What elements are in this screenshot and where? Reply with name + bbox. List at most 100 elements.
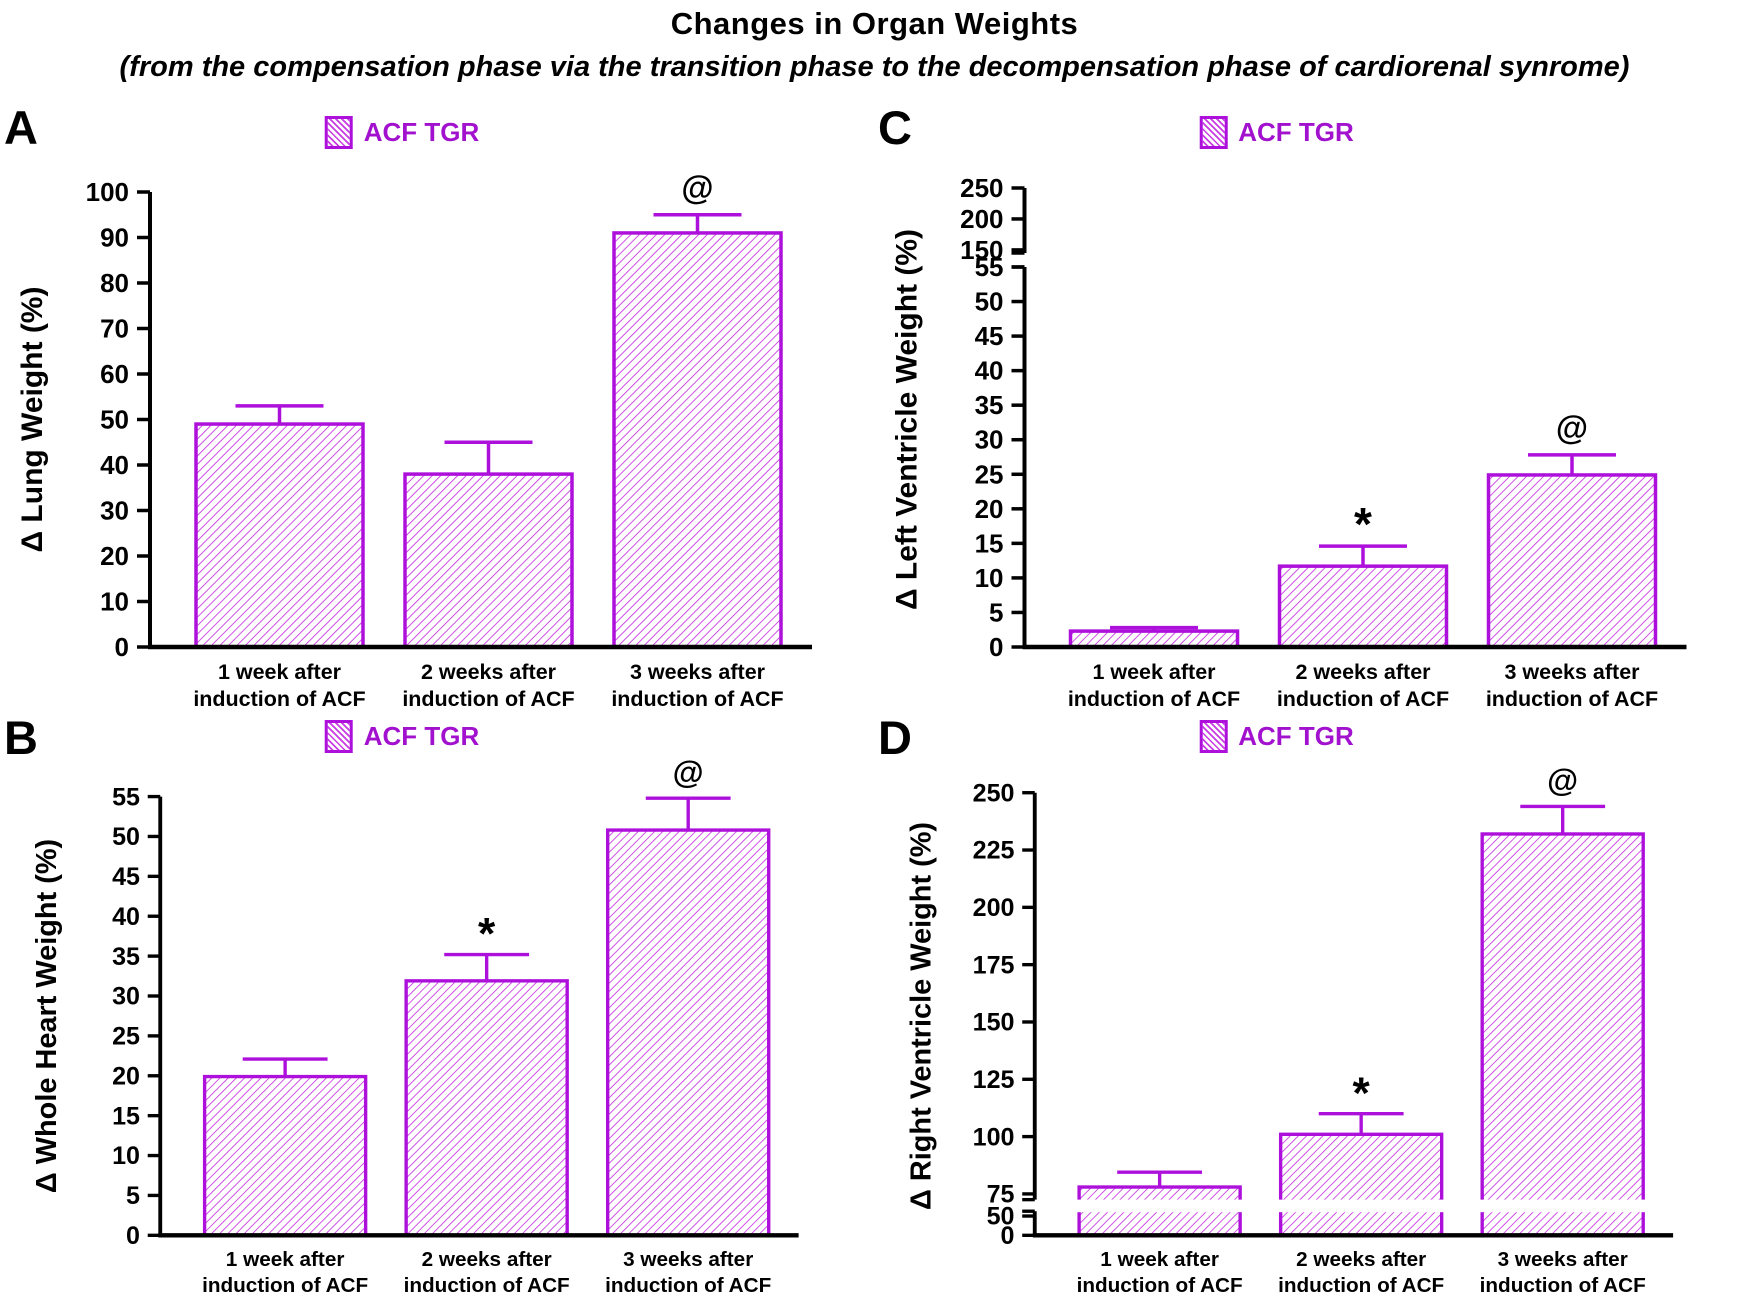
y-tick-label: 90 [100, 223, 129, 253]
bar [404, 979, 569, 1238]
category-label: induction of ACF [404, 1274, 570, 1297]
y-tick-label: 60 [100, 359, 129, 389]
axis-break-band [1031, 1199, 1674, 1213]
panel-letter-a: A [4, 101, 38, 154]
y-tick-label: 150 [973, 1009, 1015, 1037]
significance-marker: * [1354, 498, 1372, 550]
y-tick-label: 25 [112, 1023, 140, 1051]
legend-c: ACF TGR [1199, 116, 1354, 149]
y-tick-label: 50 [100, 405, 129, 435]
panel-b-header: B ACF TGR [0, 714, 874, 761]
y-tick-label: 175 [973, 951, 1015, 979]
y-tick-label: 150 [960, 235, 1003, 265]
y-tick-label: 225 [973, 837, 1015, 865]
y-tick-label: 30 [100, 496, 129, 526]
bar [612, 231, 783, 649]
y-axis-title: Δ Left Ventricle Weight (%) [891, 229, 924, 610]
y-tick-label: 10 [100, 587, 129, 617]
y-tick-label: 250 [973, 779, 1015, 807]
y-tick-label: 5 [989, 597, 1003, 627]
panel-c: C ACF TGR 0 5 10 15 20 25 30 35 40 45 50 55 150 200 25… [874, 96, 1749, 714]
panel-a: A ACF TGR 0 10 20 30 40 50 60 70 80 90 100 @1 week … [0, 96, 874, 714]
category-label: 1 week after [218, 660, 342, 684]
y-axis-title: Δ Lung Weight (%) [16, 287, 49, 553]
legend-label: ACF TGR [1238, 721, 1354, 751]
category-label: induction of ACF [402, 687, 574, 711]
y-tick-label: 15 [975, 528, 1004, 558]
hatch-swatch-icon [1199, 116, 1228, 149]
y-tick-label: 40 [975, 356, 1004, 386]
bar [1068, 629, 1240, 649]
category-label: 3 weeks after [623, 1248, 753, 1271]
y-tick-label: 45 [112, 863, 140, 891]
figure-title: Changes in Organ Weights [670, 6, 1079, 41]
panel-letter-d: D [878, 711, 912, 764]
category-label: 2 weeks after [421, 660, 557, 684]
bar [1480, 832, 1645, 1238]
y-tick-label: 15 [112, 1102, 140, 1130]
panel-d: D ACF TGR 0 50 75 100 125 150 175 200 225 250 * @1 … [874, 714, 1749, 1300]
figure-subtitle: (from the compensation phase via the tra… [119, 51, 1630, 83]
category-label: induction of ACF [1480, 1274, 1646, 1297]
category-label: 1 week after [1100, 1248, 1219, 1271]
category-label: 2 weeks after [1295, 660, 1431, 684]
significance-marker: @ [681, 169, 713, 206]
chart-lung-weight: 0 10 20 30 40 50 60 70 80 90 100 @1 week after induc… [16, 169, 812, 711]
y-tick-label: 30 [112, 983, 140, 1011]
category-label: 1 week after [226, 1248, 345, 1271]
y-axis-title: Δ Right Ventricle Weight (%) [906, 822, 938, 1210]
panel-letter-c: C [878, 101, 912, 154]
y-tick-label: 125 [973, 1066, 1015, 1094]
panel-a-header: A ACF TGR [0, 96, 874, 152]
category-label: 3 weeks after [630, 660, 766, 684]
y-tick-label: 20 [112, 1062, 140, 1090]
legend-label: ACF TGR [1238, 117, 1354, 147]
category-label: induction of ACF [1068, 687, 1240, 711]
significance-marker: * [478, 910, 496, 959]
bar [1278, 1132, 1444, 1238]
y-tick-label: 25 [975, 459, 1004, 489]
hatch-swatch-icon [324, 720, 353, 753]
category-label: induction of ACF [1077, 1274, 1243, 1297]
bar [1486, 473, 1658, 649]
y-tick-label: 45 [975, 321, 1004, 351]
category-label: induction of ACF [1486, 687, 1658, 711]
y-tick-label: 35 [975, 390, 1004, 420]
panel-c-header: C ACF TGR [874, 96, 1749, 152]
significance-marker: @ [1556, 409, 1588, 446]
y-tick-label: 70 [100, 314, 129, 344]
category-label: induction of ACF [1278, 1274, 1444, 1297]
category-label: induction of ACF [611, 687, 783, 711]
y-tick-label: 40 [100, 450, 129, 480]
y-tick-label: 5 [126, 1182, 140, 1210]
y-tick-label: 250 [960, 173, 1003, 203]
category-label: induction of ACF [1277, 687, 1449, 711]
bar [194, 422, 365, 649]
y-tick-label: 55 [975, 252, 1004, 282]
y-tick-label: 35 [112, 943, 140, 971]
y-tick-label: 55 [112, 783, 140, 811]
category-label: induction of ACF [202, 1274, 368, 1297]
axis-break-band [1021, 253, 1687, 267]
y-tick-label: 10 [975, 563, 1004, 593]
y-tick-label: 20 [975, 494, 1004, 524]
y-tick-label: 100 [973, 1123, 1015, 1151]
hatch-swatch-icon [324, 116, 353, 149]
y-tick-label: 50 [112, 823, 140, 851]
y-tick-label: 50 [987, 1203, 1015, 1231]
legend-b: ACF TGR [324, 720, 479, 753]
y-tick-label: 0 [115, 632, 129, 662]
y-tick-label: 20 [100, 541, 129, 571]
category-label: 2 weeks after [1296, 1248, 1426, 1271]
y-axis-title: Δ Whole Heart Weight (%) [31, 839, 63, 1193]
chart-whole-heart-weight: 0 5 10 15 20 25 30 35 40 45 50 55 * @1 week after indu… [31, 758, 799, 1297]
panel-grid: A ACF TGR 0 10 20 30 40 50 60 70 80 90 100 @1 week … [0, 96, 1749, 1300]
legend-a: ACF TGR [324, 116, 480, 149]
legend-label: ACF TGR [363, 117, 480, 147]
legend-d: ACF TGR [1199, 720, 1354, 753]
y-tick-label: 40 [112, 903, 140, 931]
hatch-swatch-icon [1199, 720, 1228, 753]
